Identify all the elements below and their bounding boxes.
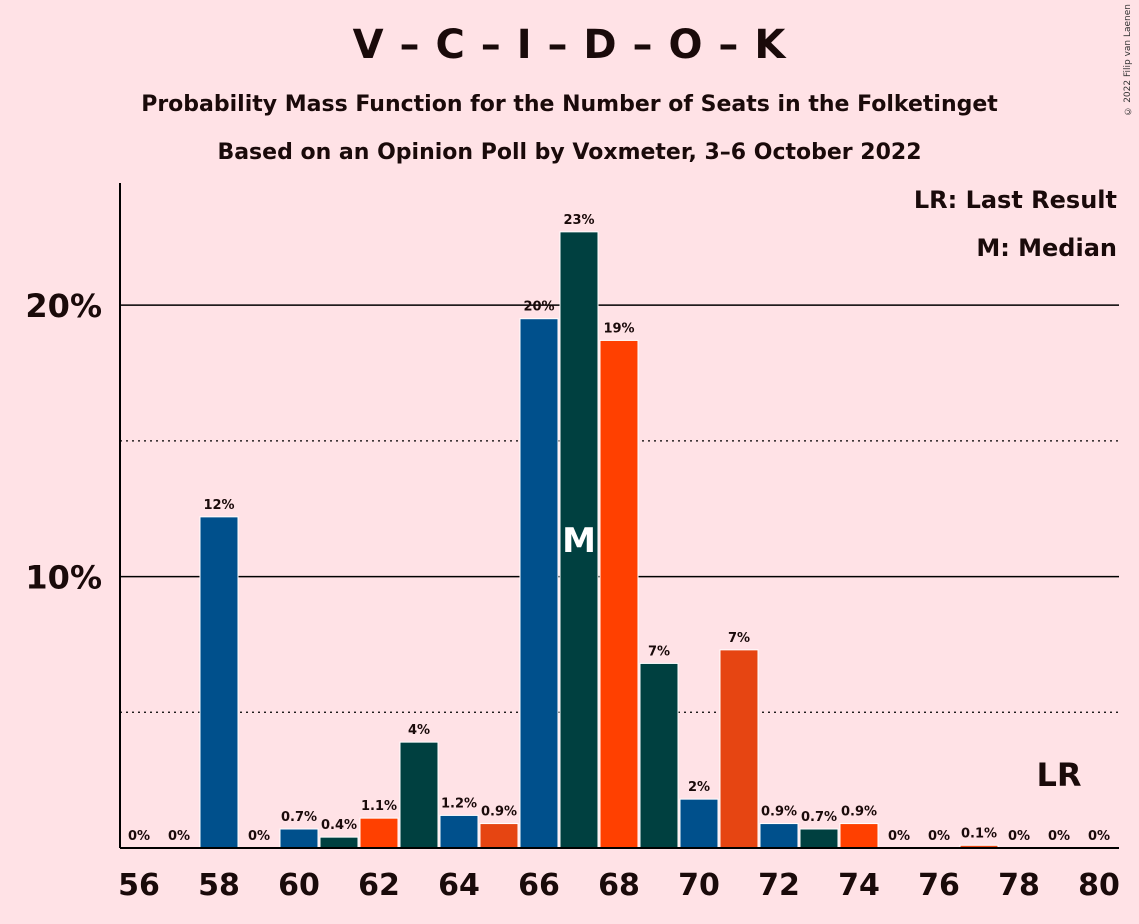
chart-subtitle: Probability Mass Function for the Number… bbox=[141, 92, 998, 117]
bar-73 bbox=[799, 828, 839, 849]
bar-71 bbox=[719, 649, 759, 849]
x-tick-label: 76 bbox=[918, 868, 960, 903]
data-label-74: 0.9% bbox=[841, 805, 877, 820]
x-tick-label: 74 bbox=[838, 868, 880, 903]
data-label-72: 0.9% bbox=[761, 805, 797, 820]
bar-60 bbox=[279, 828, 319, 849]
bar-63 bbox=[399, 741, 439, 849]
bar-74 bbox=[839, 823, 879, 849]
data-label-69: 7% bbox=[648, 644, 670, 659]
data-label-64: 1.2% bbox=[441, 796, 477, 811]
bar-72 bbox=[759, 823, 799, 849]
x-tick-label: 70 bbox=[678, 868, 720, 903]
bar-58 bbox=[199, 516, 239, 849]
y-tick-label: 20% bbox=[25, 287, 102, 325]
bar-64 bbox=[439, 814, 479, 849]
data-label-63: 4% bbox=[408, 723, 430, 738]
data-label-75: 0% bbox=[888, 829, 910, 844]
bar-61 bbox=[319, 836, 359, 849]
data-label-71: 7% bbox=[728, 631, 750, 646]
data-label-80: 0% bbox=[1088, 829, 1110, 844]
data-label-78: 0% bbox=[1008, 829, 1030, 844]
data-label-67: 23% bbox=[563, 213, 594, 228]
x-tick-label: 72 bbox=[758, 868, 800, 903]
data-label-56: 0% bbox=[128, 829, 150, 844]
x-tick-label: 58 bbox=[198, 868, 240, 903]
data-label-73: 0.7% bbox=[801, 810, 837, 825]
y-tick-label: 10% bbox=[25, 559, 102, 597]
chart-subtitle-source: Based on an Opinion Poll by Voxmeter, 3–… bbox=[217, 140, 922, 165]
x-tick-label: 60 bbox=[278, 868, 320, 903]
data-label-66: 20% bbox=[523, 300, 554, 315]
data-label-60: 0.7% bbox=[281, 810, 317, 825]
legend-last-result: LR: Last Result bbox=[913, 186, 1117, 214]
data-label-77: 0.1% bbox=[961, 826, 997, 841]
data-label-68: 19% bbox=[603, 321, 634, 336]
bar-66 bbox=[519, 318, 559, 849]
x-tick-label: 62 bbox=[358, 868, 400, 903]
bar-65 bbox=[479, 823, 519, 849]
data-label-59: 0% bbox=[248, 829, 270, 844]
data-label-57: 0% bbox=[168, 829, 190, 844]
x-tick-label: 68 bbox=[598, 868, 640, 903]
data-label-79: 0% bbox=[1048, 829, 1070, 844]
data-label-62: 1.1% bbox=[361, 799, 397, 814]
chart-title: V – C – I – D – O – K bbox=[352, 22, 787, 68]
median-marker: M bbox=[562, 521, 596, 561]
x-tick-label: 56 bbox=[118, 868, 160, 903]
last-result-marker: LR bbox=[1036, 756, 1081, 794]
data-label-58: 12% bbox=[203, 498, 234, 513]
legend-median: M: Median bbox=[976, 234, 1117, 262]
bar-62 bbox=[359, 817, 399, 849]
bar-69 bbox=[639, 662, 679, 849]
bar-68 bbox=[599, 339, 639, 849]
data-label-65: 0.9% bbox=[481, 805, 517, 820]
bar-70 bbox=[679, 798, 719, 849]
data-label-70: 2% bbox=[688, 780, 710, 795]
x-tick-label: 66 bbox=[518, 868, 560, 903]
x-tick-label: 80 bbox=[1078, 868, 1120, 903]
x-tick-label: 64 bbox=[438, 868, 480, 903]
data-label-76: 0% bbox=[928, 829, 950, 844]
data-label-61: 0.4% bbox=[321, 818, 357, 833]
x-tick-label: 78 bbox=[998, 868, 1040, 903]
